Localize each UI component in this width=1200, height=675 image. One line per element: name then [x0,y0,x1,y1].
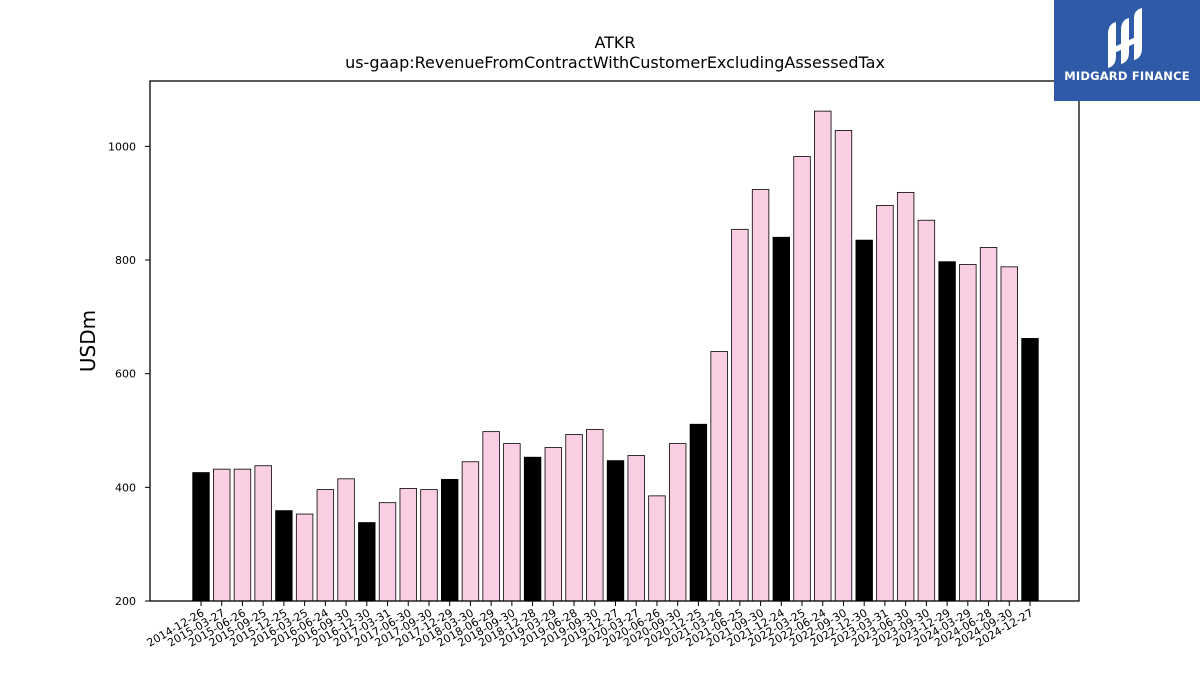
bar [192,472,210,602]
midgard-finance-logo: MIDGARD FINANCE [1054,0,1200,101]
plot-frame [149,80,1080,602]
bar [627,455,645,602]
bar [876,205,894,602]
logo-text: MIDGARD FINANCE [1064,69,1190,83]
chart-title: ATKR [594,33,635,52]
bar [441,478,459,602]
y-tick-label: 800 [115,254,136,267]
y-axis-label: USDm [76,310,100,372]
chart-subtitle: us-gaap:RevenueFromContractWithCustomerE… [345,53,885,72]
bar [544,447,563,602]
bar [938,261,956,602]
bar [917,219,936,602]
y-tick-label: 400 [115,481,136,494]
bar [979,247,998,602]
bar [233,468,252,602]
bar [358,522,376,602]
bar [503,443,521,602]
bar [523,456,542,602]
bar [606,460,625,602]
bar [648,495,666,602]
bars-group [192,110,1039,602]
bar [213,468,231,602]
bar [316,489,335,602]
bar [461,461,480,602]
bar [254,465,272,602]
bar [337,478,355,602]
bar [1021,338,1039,602]
bar [959,264,977,602]
midgard-logo-icon [1108,8,1142,68]
bar [710,351,728,602]
bar [896,191,915,602]
bar [793,156,811,602]
bar [689,423,708,602]
bar [482,431,500,602]
y-axis: 200 400 600 800 1000 [108,140,150,608]
y-tick-label: 200 [115,595,136,608]
bar [772,236,790,602]
y-tick-label: 1000 [108,140,136,153]
bar [586,428,604,602]
bar [855,239,873,602]
bar [814,110,832,602]
bar [420,489,438,602]
bar [295,513,314,602]
bar [378,502,397,602]
bar [399,488,417,602]
x-axis: 2014-12-262015-03-272015-06-262015-09-25… [145,601,1036,650]
bar [275,510,293,602]
bar [834,130,853,602]
bar [668,443,687,602]
bar [1000,266,1018,602]
y-tick-label: 600 [115,368,136,381]
bar [731,228,749,602]
bar [751,189,770,602]
bar [565,434,583,602]
